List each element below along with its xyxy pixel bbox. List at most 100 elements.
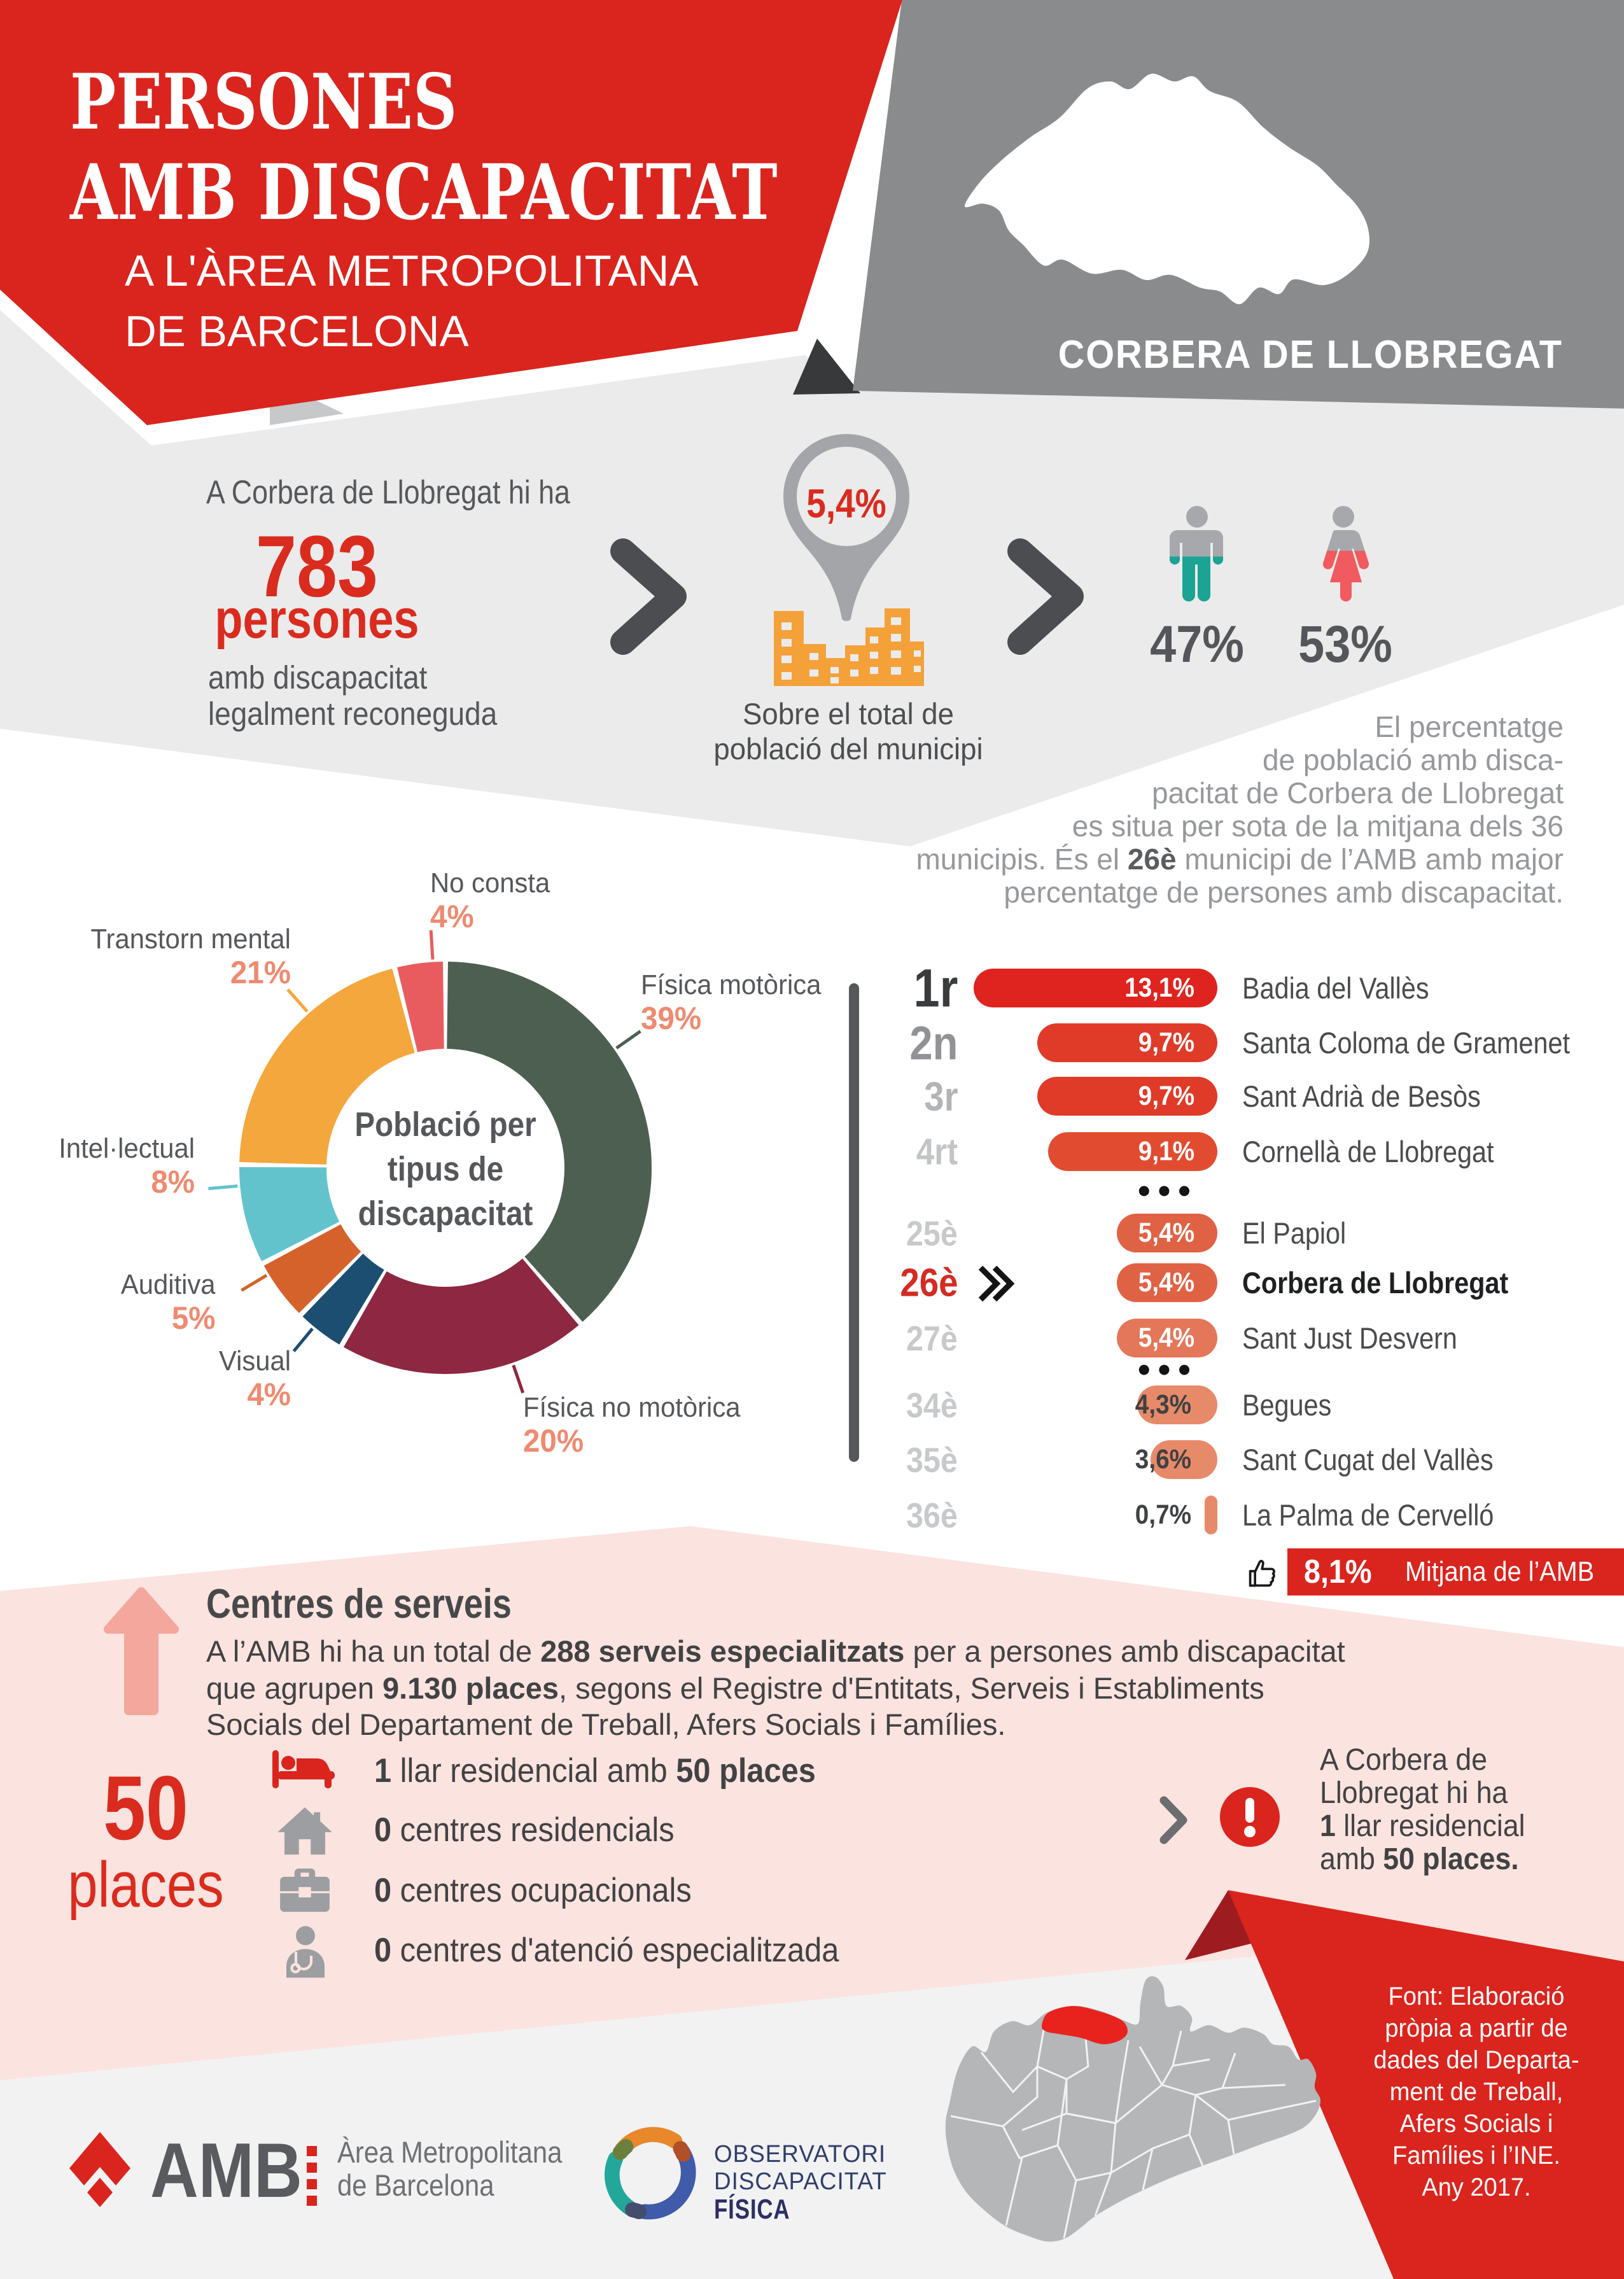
donut-slice-3: [263, 1223, 362, 1314]
rank-municipality: La Palma de Cervelló: [1242, 1498, 1494, 1532]
source-line6: Famílies i l’INE.: [1392, 2142, 1560, 2170]
current-rank-chevrons-icon: [978, 1266, 1015, 1301]
rank-bar: [1204, 1496, 1217, 1534]
donut-slice-6: [397, 962, 445, 1053]
donut-center-line2: tipus de: [387, 1150, 504, 1188]
house-icon: [277, 1807, 332, 1855]
obs-line3: FÍSICA: [714, 2194, 790, 2225]
donut-slice-1: [344, 1258, 579, 1374]
donut-label-transtorn-mental: Transtorn mental 21%: [90, 923, 291, 991]
rank-bar: [974, 969, 1217, 1007]
female-icon: [1322, 506, 1369, 601]
page-title-line1: PERSONES: [70, 57, 458, 147]
rank-bar: [1117, 1263, 1217, 1302]
briefcase-icon: [280, 1869, 330, 1912]
services-paragraph: A l’AMB hi ha un total de 288 serveis es…: [206, 1633, 1345, 1743]
source-line2: pròpia a partir de: [1385, 2014, 1568, 2042]
ranking-row-25è: 25è 5,4% El Papiol: [0, 1213, 1624, 1253]
rank-label: 25è: [906, 1213, 958, 1253]
persons-caption-line1: amb discapacitat: [208, 659, 428, 696]
service-item-3: 0 centres ocupacionals: [374, 1872, 692, 1909]
services-heading: Centres de serveis: [206, 1580, 512, 1627]
note-line3: pacitat de Corbera de Llobregat: [1152, 776, 1564, 810]
donut-center-line3: discapacitat: [358, 1195, 533, 1233]
donut-label-no-consta: No consta 4%: [430, 867, 550, 935]
red-banner: [0, 0, 902, 425]
note-line5: municipis. És el 26è municipi de l’AMB a…: [916, 843, 1564, 876]
average-banner: 8,1% Mitjana de l’AMB: [1287, 1548, 1624, 1595]
pin-caption: Sobre el total de població del municipi: [713, 696, 983, 766]
ranking-row-3r: 3r 9,7% Sant Adrià de Besòs: [0, 1074, 1624, 1119]
page-subtitle-line1: A L'ÀREA METROPOLITANA: [125, 246, 699, 295]
donut-leader-1: [512, 1364, 525, 1394]
donut-slice-4: [239, 1166, 340, 1261]
rank-label: 4rt: [916, 1131, 958, 1172]
service-item-1: 1 llar residencial amb 50 places: [374, 1752, 816, 1790]
donut-label-intellectual: Intel·lectual 8%: [59, 1133, 195, 1200]
rank-bar-pct: 5,4%: [1138, 1267, 1194, 1298]
ranking-row-4rt: 4rt 9,1% Cornellà de Llobregat: [0, 1131, 1624, 1172]
rank-label: 34è: [906, 1385, 958, 1425]
ranking-row-1r: 1r 13,1% Badia del Vallès: [0, 958, 1624, 1018]
service-item-2: 0 centres residencials: [374, 1811, 675, 1849]
ranking-note: El percentatge de població amb disca- pa…: [916, 710, 1564, 909]
rank-municipality: Sant Adrià de Besòs: [1242, 1079, 1481, 1113]
rank-municipality: Begues: [1242, 1388, 1332, 1422]
obs-line2: DISCAPACITAT: [714, 2168, 887, 2195]
source-note: Font: Elaboració pròpia a partir de dade…: [1373, 1981, 1579, 2203]
corbera-map-silhouette: [964, 73, 1370, 305]
services-par-line3: Socials del Departament de Treball, Afer…: [206, 1707, 1006, 1741]
persons-caption: amb discapacitat legalment reconeguda: [208, 659, 497, 732]
service-item-4: 0 centres d'atenció especialitzada: [374, 1932, 839, 1969]
pin-caption-line1: Sobre el total de: [742, 697, 955, 731]
obs-line1: OBSERVATORI: [714, 2141, 886, 2168]
rank-municipality: Corbera de Llobregat: [1242, 1266, 1509, 1300]
donut-leader-0: [615, 1030, 641, 1049]
page-title-line2: AMB DISCAPACITAT: [70, 148, 778, 237]
source-line7: Any 2017.: [1422, 2173, 1531, 2201]
places-word: places: [67, 1849, 224, 1921]
source-triangle-fold: [1185, 1890, 1271, 1960]
disability-donut-chart: [208, 930, 652, 1394]
amb-logo-icon: [69, 2132, 130, 2207]
footer-panel: [0, 1935, 1624, 2279]
rank-bar-pct: 4,3%: [1135, 1389, 1191, 1420]
ranking-row-35è: 35è 3,6% Sant Cugat del Vallès: [0, 1440, 1624, 1480]
location-pin-icon: [783, 434, 909, 621]
amb-map-corbera: [1041, 2005, 1128, 2045]
rank-bar: [1117, 1214, 1217, 1252]
rank-label: 35è: [906, 1440, 958, 1480]
male-icon: [1170, 506, 1223, 601]
observatori-logo-text: OBSERVATORI DISCAPACITAT FÍSICA: [714, 2141, 887, 2225]
rank-bar: [1048, 1132, 1217, 1171]
alert-text: A Corbera de Llobregat hi ha 1 llar resi…: [1320, 1744, 1525, 1876]
buildings-icon: [774, 608, 924, 686]
thumbs-up-icon: [1249, 1560, 1275, 1587]
ranking-row-36è: 36è 0,7% La Palma de Cervelló: [0, 1496, 1624, 1535]
male-percentage: 47%: [1150, 615, 1244, 673]
note-line4: es situa per sota de la mitjana dels 36: [1072, 810, 1564, 843]
donut-center-line1: Població per: [354, 1105, 536, 1144]
rank-label: 2n: [909, 1016, 958, 1069]
average-label: Mitjana de l’AMB: [1404, 1556, 1594, 1587]
rank-bar: [1037, 1023, 1217, 1062]
stats-intro: A Corbera de Llobregat hi ha: [206, 474, 570, 511]
rank-bar: [1117, 1319, 1217, 1357]
up-arrow-icon: [104, 1587, 179, 1715]
municipality-title: CORBERA DE LLOBREGAT: [1058, 333, 1563, 377]
female-percentage: 53%: [1298, 615, 1392, 673]
donut-label-fisica-motorica: Física motòrica 39%: [641, 969, 822, 1037]
ranking-row-26è: 26è 5,4% Corbera de Llobregat: [0, 1261, 1624, 1305]
donut-leader-6: [429, 930, 435, 960]
persons-caption-line2: legalment reconeguda: [208, 696, 498, 732]
observatori-logo-icon: [605, 2127, 696, 2220]
alert-icon: [1220, 1787, 1280, 1847]
rank-label: 26è: [899, 1261, 958, 1305]
note-line6: percentatge de persones amb discapacitat…: [1004, 876, 1564, 909]
note-line2: de població amb disca-: [1262, 743, 1564, 776]
source-triangle: [1228, 1890, 1624, 2279]
alert-line4: amb 50 places.: [1320, 1842, 1519, 1876]
chevron-right-icon-1: [610, 538, 687, 655]
